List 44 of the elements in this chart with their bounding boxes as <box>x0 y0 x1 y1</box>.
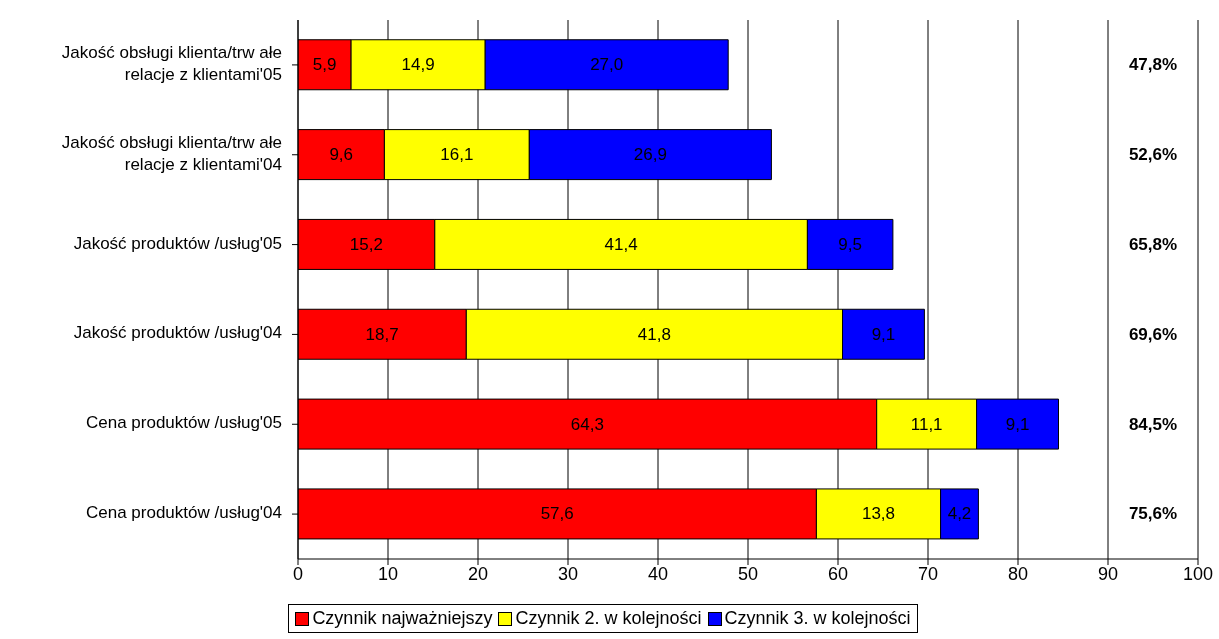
data-label: 26,9 <box>633 145 667 165</box>
data-label: 15,2 <box>349 234 383 254</box>
data-label: 5,9 <box>312 55 337 75</box>
y-tick-label: Jakość obsługi klienta/trw ałe relacje z klientami'05 <box>61 43 282 85</box>
x-tick-label: 100 <box>1182 563 1214 584</box>
data-label: 14,9 <box>401 55 435 75</box>
annotation: 75,6% <box>1128 504 1178 524</box>
data-label: 41,4 <box>604 234 638 254</box>
x-tick-label: 90 <box>1097 563 1119 584</box>
x-tick-label: 70 <box>917 563 939 584</box>
data-label: 9,1 <box>1005 414 1030 434</box>
x-tick-label: 10 <box>377 563 399 584</box>
annotation: 47,8% <box>1128 55 1178 75</box>
x-tick-label: 80 <box>1007 563 1029 584</box>
data-label: 4,2 <box>947 504 972 524</box>
legend-label: Czynnik 3. w kolejności <box>723 608 911 629</box>
data-label: 9,6 <box>329 145 354 165</box>
data-label: 16,1 <box>440 145 474 165</box>
annotation: 52,6% <box>1128 145 1178 165</box>
legend-label: Czynnik najważniejszy <box>311 608 493 629</box>
annotation: 69,6% <box>1128 324 1178 344</box>
annotation: 65,8% <box>1128 234 1178 254</box>
annotation: 84,5% <box>1128 414 1178 434</box>
y-tick-label: Jakość produktów /usług'05 <box>73 234 282 254</box>
data-label: 41,8 <box>637 324 671 344</box>
x-tick-label: 40 <box>647 563 669 584</box>
legend-label: Czynnik 2. w kolejności <box>514 608 702 629</box>
y-tick-label: Cena produktów /usług'04 <box>85 503 282 523</box>
x-tick-label: 0 <box>292 563 304 584</box>
x-tick-label: 60 <box>827 563 849 584</box>
data-label: 13,8 <box>861 504 896 524</box>
data-label: 18,7 <box>365 324 399 344</box>
y-tick-label: Jakość obsługi klienta/trw ałe relacje z klientami'04 <box>61 133 282 175</box>
data-label: 57,6 <box>540 504 574 524</box>
y-tick-label: Cena produktów /usług'05 <box>85 413 282 433</box>
data-label: 27,0 <box>590 55 624 75</box>
x-tick-label: 30 <box>557 563 579 584</box>
x-tick-label: 20 <box>467 563 489 584</box>
y-tick-label: Jakość produktów /usług'04 <box>73 323 282 343</box>
data-label: 11,1 <box>910 414 943 434</box>
data-label: 9,1 <box>871 324 896 344</box>
x-tick-label: 50 <box>737 563 759 584</box>
data-label: 64,3 <box>570 414 604 434</box>
data-label: 9,5 <box>838 234 862 254</box>
